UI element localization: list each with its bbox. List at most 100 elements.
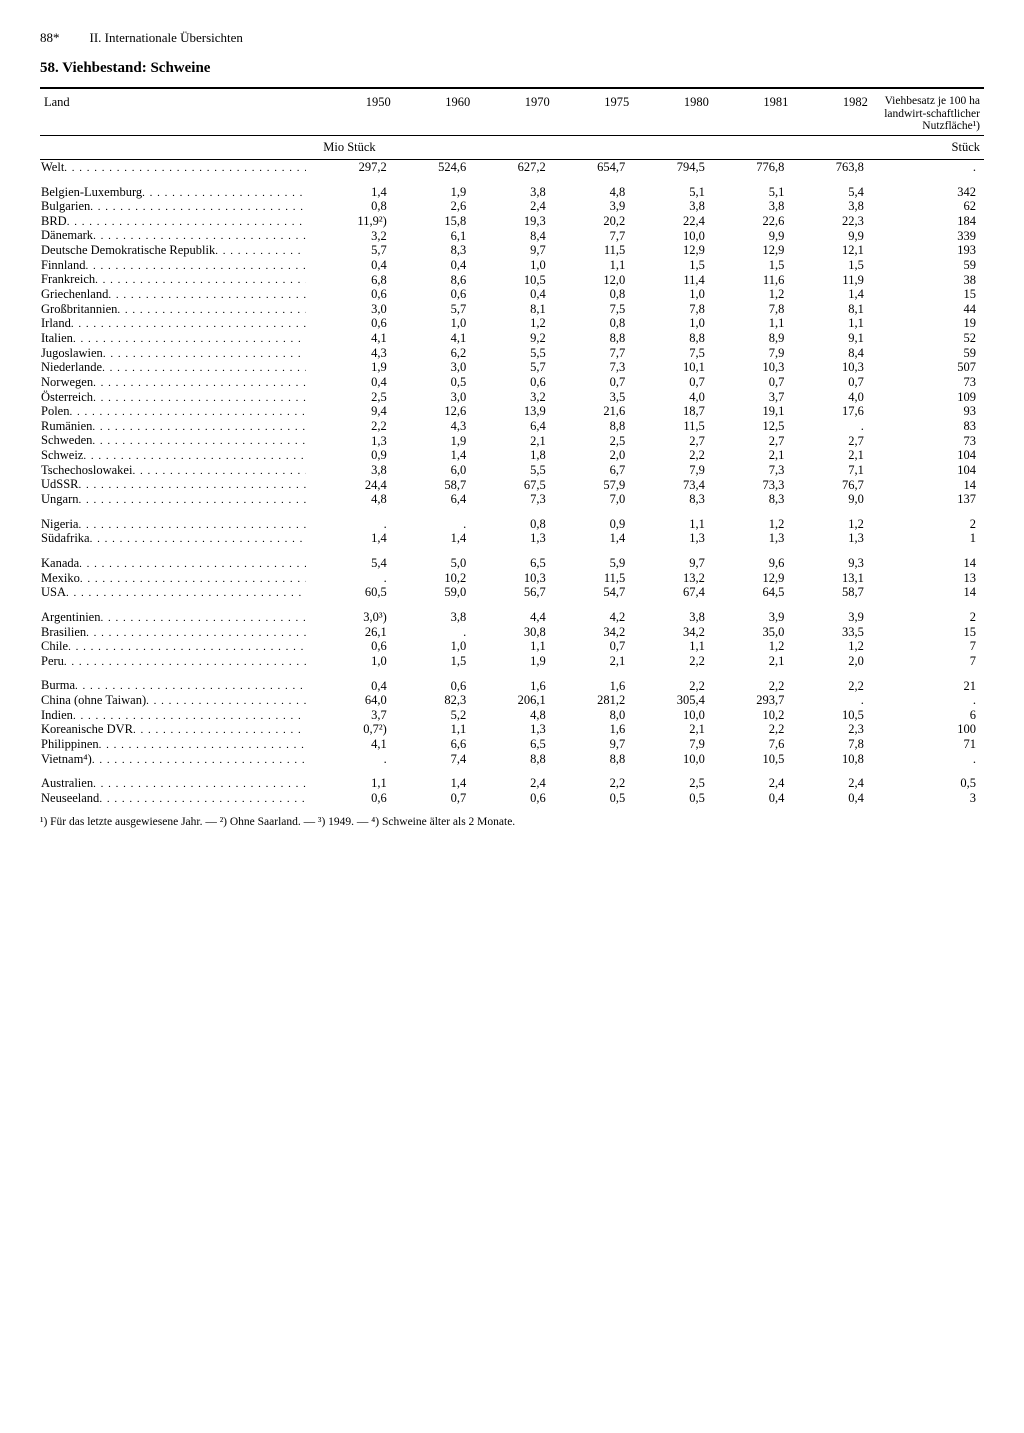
value-cell: 4,0 [792, 390, 872, 405]
value-cell: 9,4 [315, 404, 395, 419]
value-cell: 1,9 [395, 175, 475, 200]
value-cell: 6,0 [395, 463, 475, 478]
page-header: 88* II. Internationale Übersichten [40, 30, 984, 46]
table-row: Philippinen4,16,66,59,77,97,67,871 [40, 737, 984, 752]
value-cell: 1,4 [792, 287, 872, 302]
table-row: USA60,559,056,754,767,464,558,714 [40, 585, 984, 600]
value-cell: 4,1 [395, 331, 475, 346]
density-cell: 59 [872, 346, 984, 361]
value-cell: 5,5 [474, 346, 554, 361]
value-cell: 7,9 [713, 346, 793, 361]
value-cell: 8,0 [554, 708, 634, 723]
value-cell: 0,8 [474, 507, 554, 532]
value-cell: 11,9 [792, 272, 872, 287]
value-cell: 5,2 [395, 708, 475, 723]
col-header-land: Land [40, 89, 315, 135]
value-cell: 0,6 [315, 791, 395, 806]
land-cell: Italien [40, 331, 315, 346]
land-cell: Kanada [40, 546, 315, 571]
value-cell: 64,5 [713, 585, 793, 600]
value-cell: 3,2 [315, 228, 395, 243]
value-cell: 1,5 [633, 258, 713, 273]
value-cell: 1,0 [395, 639, 475, 654]
land-cell: Welt [40, 159, 315, 174]
density-cell: 93 [872, 404, 984, 419]
value-cell: 22,4 [633, 214, 713, 229]
value-cell: 1,8 [474, 448, 554, 463]
value-cell: 12,9 [633, 243, 713, 258]
value-cell: 4,8 [474, 708, 554, 723]
value-cell: 4,8 [554, 175, 634, 200]
value-cell: 1,6 [554, 722, 634, 737]
value-cell: 3,8 [395, 600, 475, 625]
value-cell: 12,1 [792, 243, 872, 258]
density-cell: 52 [872, 331, 984, 346]
value-cell: 54,7 [554, 585, 634, 600]
value-cell: 12,6 [395, 404, 475, 419]
value-cell: 22,6 [713, 214, 793, 229]
value-cell: 3,9 [713, 600, 793, 625]
land-cell: Finnland [40, 258, 315, 273]
table-row: Finnland0,40,41,01,11,51,51,559 [40, 258, 984, 273]
density-cell: 44 [872, 302, 984, 317]
value-cell: 11,6 [713, 272, 793, 287]
value-cell: 10,3 [792, 360, 872, 375]
land-cell: Jugoslawien [40, 346, 315, 361]
value-cell: 2,4 [474, 766, 554, 791]
value-cell: 1,4 [315, 175, 395, 200]
value-cell: 3,0 [395, 390, 475, 405]
land-cell: Deutsche Demokratische Republik [40, 243, 315, 258]
value-cell: 17,6 [792, 404, 872, 419]
land-cell: Koreanische DVR [40, 722, 315, 737]
table-row: Jugoslawien4,36,25,57,77,57,98,459 [40, 346, 984, 361]
value-cell: 1,3 [713, 531, 793, 546]
density-cell: 21 [872, 668, 984, 693]
value-cell: 7,9 [633, 737, 713, 752]
value-cell: 3,5 [554, 390, 634, 405]
value-cell: 0,6 [395, 287, 475, 302]
value-cell: 4,8 [315, 492, 395, 507]
density-cell: 14 [872, 477, 984, 492]
value-cell: 11,5 [633, 419, 713, 434]
value-cell: 7,1 [792, 463, 872, 478]
value-cell: 0,8 [554, 287, 634, 302]
value-cell: 206,1 [474, 693, 554, 708]
land-cell: USA [40, 585, 315, 600]
value-cell: 13,2 [633, 571, 713, 586]
value-cell: 0,7 [713, 375, 793, 390]
value-cell: 1,5 [395, 654, 475, 669]
value-cell: 64,0 [315, 693, 395, 708]
value-cell: 3,8 [633, 600, 713, 625]
table-row: Bulgarien0,82,62,43,93,83,83,862 [40, 199, 984, 214]
value-cell: 67,5 [474, 477, 554, 492]
value-cell: 763,8 [792, 159, 872, 174]
value-cell: 13,1 [792, 571, 872, 586]
table-row: Ungarn4,86,47,37,08,38,39,0137 [40, 492, 984, 507]
land-cell: BRD [40, 214, 315, 229]
value-cell: 20,2 [554, 214, 634, 229]
table-row: Brasilien26,1.30,834,234,235,033,515 [40, 625, 984, 640]
col-header-year: 1981 [713, 89, 793, 135]
value-cell: 5,4 [792, 175, 872, 200]
col-header-year: 1975 [554, 89, 634, 135]
density-cell: 339 [872, 228, 984, 243]
value-cell: 0,9 [554, 507, 634, 532]
value-cell: 1,3 [792, 531, 872, 546]
value-cell: 5,9 [554, 546, 634, 571]
value-cell: 10,8 [792, 752, 872, 767]
value-cell: 5,1 [713, 175, 793, 200]
value-cell: 1,2 [792, 639, 872, 654]
value-cell: 2,2 [554, 766, 634, 791]
value-cell: 73,3 [713, 477, 793, 492]
value-cell: 6,1 [395, 228, 475, 243]
value-cell: 2,2 [633, 654, 713, 669]
value-cell: 8,1 [474, 302, 554, 317]
value-cell: 1,0 [474, 258, 554, 273]
title-number: 58. [40, 60, 59, 76]
table-row: Tschechoslowakei3,86,05,56,77,97,37,1104 [40, 463, 984, 478]
table-row: Dänemark3,26,18,47,710,09,99,9339 [40, 228, 984, 243]
value-cell: 7,3 [713, 463, 793, 478]
value-cell: 0,4 [315, 668, 395, 693]
value-cell: 5,0 [395, 546, 475, 571]
value-cell: 5,5 [474, 463, 554, 478]
